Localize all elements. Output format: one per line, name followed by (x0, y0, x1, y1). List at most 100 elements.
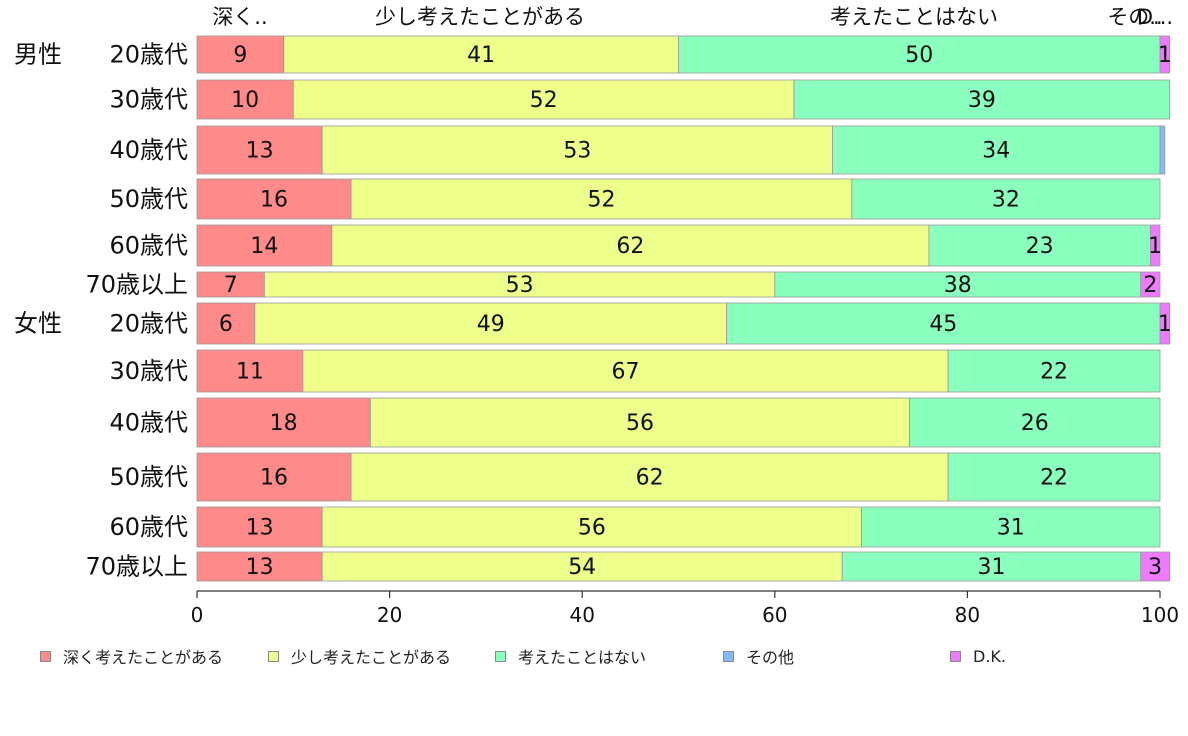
bar-segment-8-1 (196, 349, 304, 393)
bar-segment-9-2 (369, 397, 911, 448)
data-label-6-2: 53 (506, 273, 534, 298)
bar-segment-9-3 (909, 397, 1161, 448)
x-tick-label-2: 20 (377, 603, 402, 627)
data-label-12-1: 13 (246, 555, 274, 580)
data-label-6-1: 7 (224, 273, 238, 298)
data-label-3-3: 34 (982, 139, 1010, 164)
data-label-7-1: 6 (219, 312, 233, 337)
data-label-5-5: 1 (1148, 234, 1162, 259)
data-label-12-2: 54 (568, 555, 596, 580)
legend-label-2: 少し考えたことがある (291, 648, 452, 667)
data-label-4-1: 16 (260, 188, 288, 213)
top-label-2: 少し考えたことがある (375, 5, 585, 29)
row-label-4: 50歳代 (109, 185, 188, 213)
legend-swatch-1 (40, 650, 51, 662)
bar-segment-5-3 (928, 224, 1151, 267)
data-label-3-1: 13 (246, 139, 274, 164)
group-label-1: 男性 (14, 41, 62, 69)
bar-segment-3-1 (196, 125, 323, 175)
bar-segment-6-2 (264, 271, 776, 298)
bar-segment-12-2 (321, 551, 843, 582)
data-label-2-3: 39 (968, 88, 996, 113)
x-tick-label-1: 0 (191, 603, 204, 627)
bar-segment-7-1 (196, 302, 256, 345)
bar-segment-1-1 (196, 35, 285, 74)
bar-segment-8-3 (947, 349, 1161, 393)
data-label-8-1: 11 (236, 360, 264, 385)
bar-segment-7-3 (726, 302, 1161, 345)
group-label-2: 女性 (14, 310, 62, 338)
data-label-10-1: 16 (260, 466, 288, 491)
data-label-7-5: 1 (1158, 312, 1172, 337)
data-label-9-2: 56 (626, 411, 654, 436)
data-label-5-1: 14 (250, 234, 278, 259)
data-label-2-2: 52 (530, 88, 558, 113)
bar-segment-10-3 (947, 452, 1161, 502)
data-label-1-5: 1 (1158, 43, 1172, 68)
data-label-1-2: 41 (467, 43, 495, 68)
bar-segment-12-5 (1140, 551, 1171, 582)
data-label-1-1: 9 (233, 43, 247, 68)
bar-segment-7-2 (254, 302, 728, 345)
bar-segment-1-2 (283, 35, 679, 74)
top-label-4: その.. (1107, 5, 1162, 29)
data-label-7-3: 45 (929, 312, 957, 337)
data-label-5-2: 62 (616, 234, 644, 259)
bar-segment-4-2 (350, 178, 853, 220)
row-label-7: 20歳代 (109, 310, 188, 338)
row-label-9: 40歳代 (109, 409, 188, 437)
data-label-4-3: 32 (992, 188, 1020, 213)
row-label-1: 20歳代 (109, 41, 188, 69)
top-label-5: D... (1137, 5, 1173, 29)
legend-swatch-5 (950, 650, 961, 662)
data-label-2-1: 10 (231, 88, 259, 113)
bar-segment-2-2 (292, 79, 795, 120)
bar-segment-5-2 (331, 224, 930, 267)
data-label-6-5: 2 (1143, 273, 1157, 298)
bar-segment-5-1 (196, 224, 333, 267)
bar-segment-11-2 (321, 506, 862, 548)
data-label-10-3: 22 (1040, 466, 1068, 491)
bar-segment-8-2 (302, 349, 949, 393)
data-label-11-1: 13 (246, 516, 274, 541)
data-label-8-2: 67 (612, 360, 640, 385)
bar-segment-6-3 (774, 271, 1142, 298)
legend-label-5: D.K. (973, 646, 1006, 666)
data-label-11-2: 56 (578, 516, 606, 541)
bar-segment-1-3 (678, 35, 1161, 74)
bar-segment-4-1 (196, 178, 352, 220)
legend-swatch-2 (268, 650, 279, 662)
legend-label-1: 深く考えたことがある (63, 648, 224, 667)
top-label-3: 考えたことはない (830, 5, 998, 29)
row-label-12: 70歳以上 (85, 553, 188, 581)
data-label-7-2: 49 (477, 312, 505, 337)
legend-item-2: 少し考えたことがある (268, 646, 452, 667)
data-label-5-3: 23 (1026, 234, 1054, 259)
bar-segment-12-1 (196, 551, 323, 582)
legend-swatch-3 (495, 650, 506, 662)
data-label-12-5: 3 (1148, 555, 1162, 580)
legend-swatch-4 (723, 650, 734, 662)
x-tick-label-4: 60 (762, 603, 787, 627)
legend-label-3: 考えたことはない (518, 648, 647, 667)
x-tick-label-3: 40 (569, 603, 594, 627)
bar-segment-7-5 (1159, 302, 1171, 345)
row-label-5: 60歳代 (109, 232, 188, 260)
data-label-9-3: 26 (1021, 411, 1049, 436)
bar-segment-3-2 (321, 125, 833, 175)
data-label-6-3: 38 (944, 273, 972, 298)
x-tick-label-6: 100 (1141, 603, 1179, 627)
bar-segment-4-3 (851, 178, 1161, 220)
row-label-8: 30歳代 (109, 357, 188, 385)
row-label-6: 70歳以上 (85, 271, 188, 299)
top-label-1: 深く.. (212, 5, 267, 29)
bar-segment-1-5 (1159, 35, 1171, 74)
bar-segment-6-1 (196, 271, 265, 298)
data-label-8-3: 22 (1040, 360, 1068, 385)
bar-segment-2-3 (793, 79, 1171, 120)
legend-item-1: 深く考えたことがある (40, 646, 224, 667)
bar-segment-6-5 (1140, 271, 1161, 298)
legend-label-4: その他 (746, 648, 795, 667)
x-tick-label-5: 80 (955, 603, 980, 627)
